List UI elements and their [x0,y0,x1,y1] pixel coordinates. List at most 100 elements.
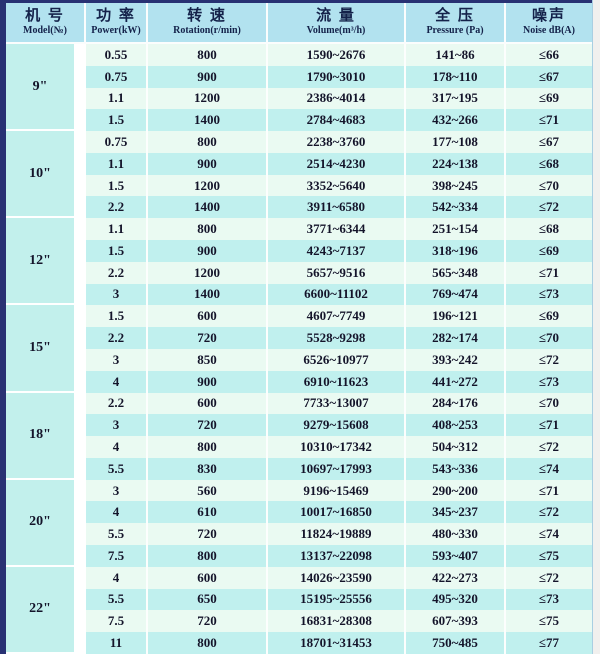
power-cell: 0.75 [86,131,148,153]
volume-cell: 5528~9298 [268,327,406,349]
col-header-model-zh: 机 号 [25,8,65,24]
pressure-cell: 224~138 [406,152,506,175]
pressure-cell: 141~86 [406,44,506,66]
power-cell: 1.1 [86,218,148,241]
rotation-cell: 1400 [148,283,268,306]
power-cell: 1.1 [86,87,148,110]
volume-cell: 6910~11623 [268,370,406,393]
model-cell: 15" [6,305,86,393]
power-cell: 1.5 [86,305,148,328]
power-cell: 4 [86,566,148,589]
rotation-cell: 800 [148,544,268,567]
pressure-cell: 408~253 [406,414,506,437]
col-header-volume-zh: 流 量 [316,8,356,24]
volume-cell: 18701~31453 [268,632,406,654]
col-header-rotation-en: Rotation(r/min) [173,25,241,36]
noise-cell: ≤74 [506,457,592,480]
rotation-cell: 900 [148,370,268,393]
table-row: 2.2 1400 3911~6580 542~334 ≤72 [6,196,592,219]
noise-cell: ≤68 [506,218,592,241]
model-cell: 18" [6,392,86,480]
power-cell: 0.55 [86,44,148,66]
volume-cell: 6600~11102 [268,283,406,306]
model-cell: 10" [6,131,86,219]
power-cell: 2.2 [86,327,148,349]
rotation-cell: 720 [148,523,268,545]
model-cell: 9" [6,44,86,132]
table-row: 4 900 6910~11623 441~272 ≤73 [6,370,592,393]
pressure-cell: 282~174 [406,327,506,349]
volume-cell: 1790~3010 [268,65,406,88]
rotation-cell: 720 [148,327,268,349]
table-row: 15" 1.5 600 4607~7749 196~121 ≤69 [6,305,592,393]
rotation-cell: 720 [148,414,268,437]
rotation-cell: 600 [148,305,268,328]
rotation-cell: 1200 [148,174,268,197]
col-header-power-zh: 功 率 [96,8,136,24]
col-header-power-en: Power(kW) [91,25,141,36]
noise-cell: ≤67 [506,65,592,88]
table-row: 4 800 10310~17342 504~312 ≤72 [6,436,592,458]
pressure-cell: 284~176 [406,392,506,415]
power-cell: 2.2 [86,392,148,415]
pressure-cell: 393~242 [406,348,506,371]
noise-cell: ≤73 [506,283,592,306]
table-row: 2.2 720 5528~9298 282~174 ≤70 [6,327,592,349]
table-row: 3 850 6526~10977 393~242 ≤72 [6,348,592,371]
table-row: 18" 2.2 600 7733~13007 284~176 ≤70 [6,392,592,480]
noise-cell: ≤71 [506,261,592,284]
power-cell: 2.2 [86,261,148,284]
rotation-cell: 800 [148,218,268,241]
noise-cell: ≤71 [506,414,592,437]
volume-cell: 9279~15608 [268,414,406,437]
power-cell: 3 [86,283,148,306]
noise-cell: ≤67 [506,131,592,153]
rotation-cell: 720 [148,610,268,633]
noise-cell: ≤69 [506,87,592,110]
table-row: 1.5 1200 3352~5640 398~245 ≤70 [6,174,592,197]
col-header-noise-en: Noise dB(A) [523,25,575,36]
power-cell: 0.75 [86,65,148,88]
header-row: 机 号 Model(№) 功 率 Power(kW) 转 速 Rotation(… [6,3,592,44]
pressure-cell: 441~272 [406,370,506,393]
power-cell: 5.5 [86,523,148,545]
noise-cell: ≤72 [506,501,592,524]
col-header-rotation-zh: 转 速 [187,8,227,24]
power-cell: 4 [86,501,148,524]
volume-cell: 3352~5640 [268,174,406,197]
rotation-cell: 1200 [148,87,268,110]
volume-cell: 7733~13007 [268,392,406,415]
pressure-cell: 317~195 [406,87,506,110]
col-header-volume: 流 量 Volume(m³/h) [268,3,406,44]
pressure-cell: 504~312 [406,436,506,458]
pressure-cell: 750~485 [406,632,506,654]
pressure-cell: 422~273 [406,566,506,589]
noise-cell: ≤75 [506,544,592,567]
volume-cell: 13137~22098 [268,544,406,567]
rotation-cell: 1400 [148,196,268,219]
power-cell: 1.5 [86,240,148,262]
power-cell: 1.5 [86,174,148,197]
rotation-cell: 600 [148,392,268,415]
table-row: 3 1400 6600~11102 769~474 ≤73 [6,283,592,306]
noise-cell: ≤69 [506,305,592,328]
noise-cell: ≤70 [506,327,592,349]
rotation-cell: 560 [148,479,268,502]
table-row: 1.1 900 2514~4230 224~138 ≤68 [6,152,592,175]
col-header-pressure: 全 压 Pressure (Pa) [406,3,506,44]
power-cell: 2.2 [86,196,148,219]
noise-cell: ≤73 [506,588,592,611]
noise-cell: ≤68 [506,152,592,175]
rotation-cell: 800 [148,632,268,654]
table-row: 4 610 10017~16850 345~237 ≤72 [6,501,592,524]
noise-cell: ≤66 [506,44,592,66]
volume-cell: 14026~23590 [268,566,406,589]
table-row: 7.5 800 13137~22098 593~407 ≤75 [6,544,592,567]
table-row: 2.2 1200 5657~9516 565~348 ≤71 [6,261,592,284]
table-row: 1.5 900 4243~7137 318~196 ≤69 [6,240,592,262]
volume-cell: 10697~17993 [268,457,406,480]
spec-table-body: 9" 0.55 800 1590~2676 141~86 ≤66 0.75 900 1790~3… [6,44,592,654]
power-cell: 11 [86,632,148,654]
rotation-cell: 900 [148,65,268,88]
rotation-cell: 1400 [148,109,268,132]
